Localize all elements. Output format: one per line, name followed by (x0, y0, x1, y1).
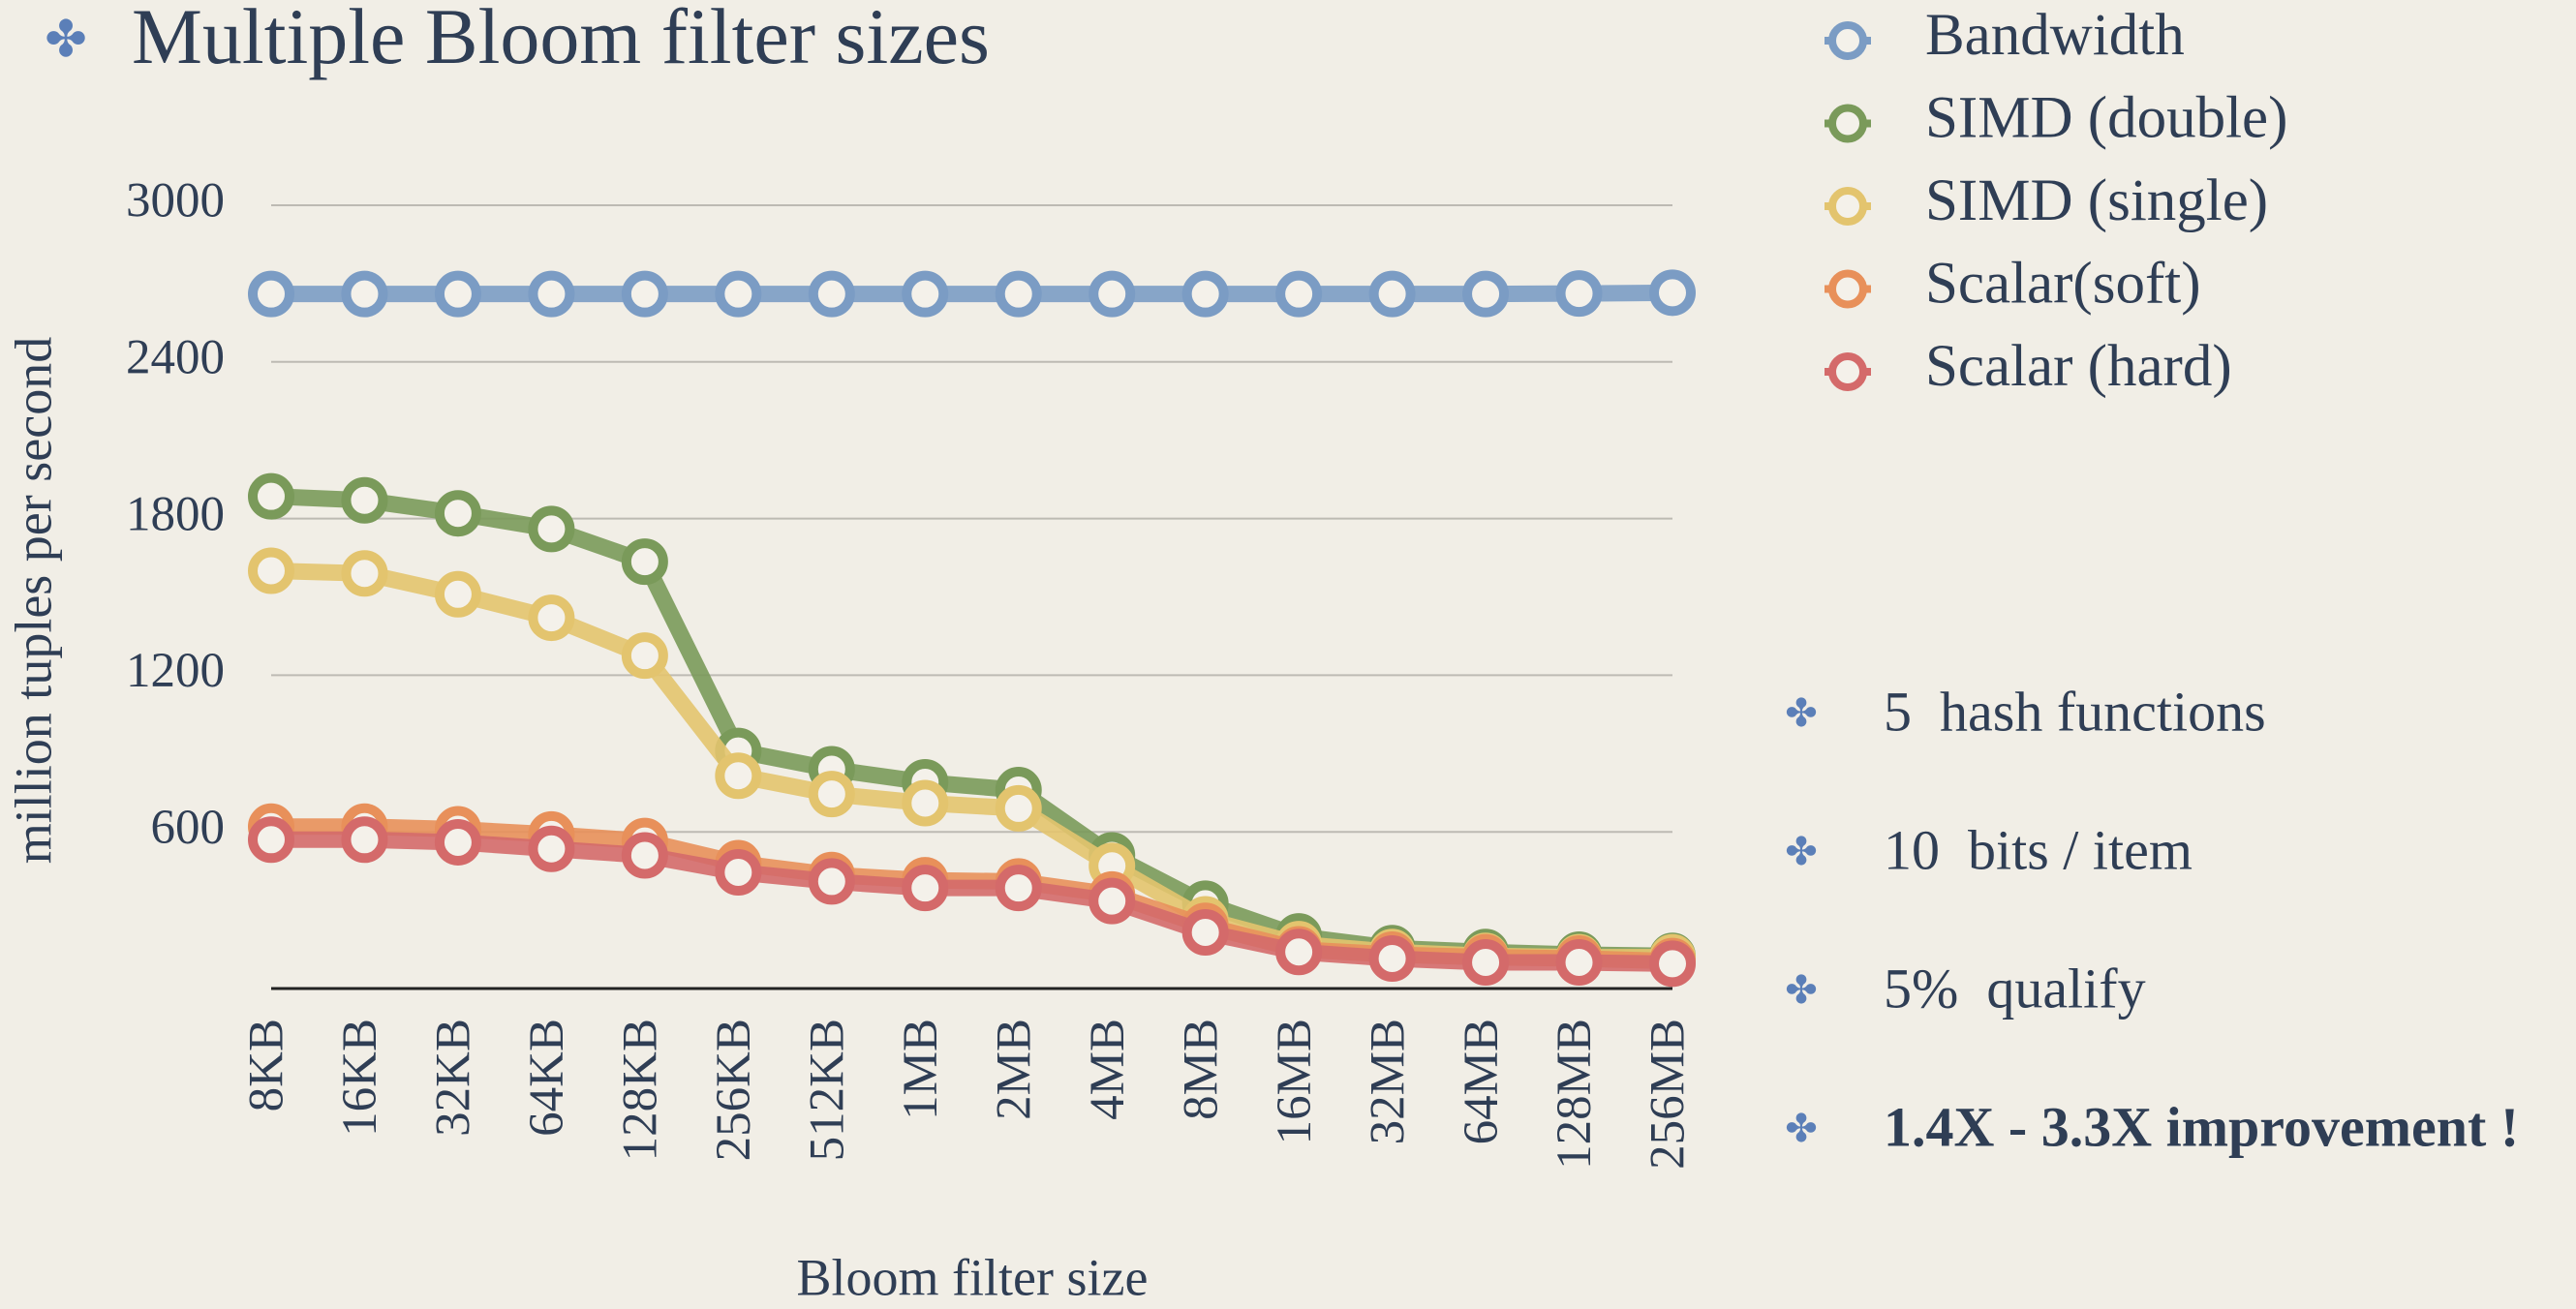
data-point (434, 818, 481, 866)
data-point (621, 632, 668, 680)
data-point (1275, 928, 1323, 976)
data-point (528, 594, 575, 642)
data-point (621, 270, 668, 318)
x-tick-label: 16MB (1268, 1019, 1322, 1144)
data-point (341, 270, 388, 318)
legend-marker (1828, 269, 1867, 309)
y-axis-label: million tuples per second (4, 337, 62, 864)
note-text: 1.4X - 3.3X improvement ! (1884, 1095, 2519, 1158)
data-point (528, 825, 575, 872)
data-point (808, 858, 855, 905)
data-point (715, 270, 762, 318)
data-point (248, 547, 294, 594)
data-point (248, 472, 294, 520)
legend-marker (1828, 104, 1867, 143)
legend-label: Bandwidth (1925, 3, 2185, 68)
note-text: 10 bits / item (1884, 818, 2193, 881)
x-tick-label: 128MB (1548, 1019, 1602, 1170)
data-point (341, 550, 388, 597)
data-point (1555, 939, 1603, 987)
x-axis-label: Bloom filter size (797, 1248, 1149, 1306)
note-text: 5 hash functions (1884, 680, 2266, 743)
data-point (1181, 270, 1229, 318)
x-tick-label: 256KB (707, 1019, 761, 1161)
x-tick-label: 4MB (1081, 1019, 1135, 1120)
data-point (902, 779, 949, 827)
y-tick-label: 3000 (126, 174, 225, 228)
x-tick-label: 512KB (801, 1019, 855, 1161)
legend-marker (1828, 352, 1867, 391)
y-tick-label: 1200 (126, 644, 225, 698)
data-point (1368, 934, 1416, 982)
data-point (1181, 909, 1229, 957)
note-bullet: ✤ (1785, 830, 1818, 873)
note-text: 5% qualify (1884, 957, 2146, 1020)
note-bullet: ✤ (1785, 1107, 1818, 1150)
data-point (248, 816, 294, 864)
data-point (341, 476, 388, 524)
chart-title: Multiple Bloom filter sizes (132, 0, 990, 80)
data-point (248, 270, 294, 318)
data-point (341, 816, 388, 864)
series-line (271, 284, 1673, 303)
data-point (1275, 270, 1323, 318)
data-point (1555, 270, 1603, 318)
x-tick-label: 32KB (427, 1019, 481, 1137)
data-point (1089, 270, 1136, 318)
note-bullet: ✤ (1785, 968, 1818, 1012)
x-tick-label: 64KB (520, 1019, 574, 1137)
x-tick-label: 32MB (1361, 1019, 1415, 1144)
series-line (270, 563, 1672, 966)
title-bullet: ✤ (45, 13, 87, 68)
note-bullet: ✤ (1785, 691, 1818, 735)
y-tick-label: 600 (151, 801, 226, 855)
data-point (434, 270, 481, 318)
data-point (1649, 269, 1696, 317)
data-point (995, 784, 1042, 832)
x-tick-label: 16KB (333, 1019, 387, 1137)
data-point (1649, 940, 1696, 988)
data-point (1089, 877, 1136, 925)
x-tick-label: 8MB (1174, 1019, 1228, 1120)
x-tick-label: 8KB (240, 1019, 294, 1111)
data-point (808, 270, 855, 318)
data-point (902, 270, 949, 318)
x-tick-label: 2MB (987, 1019, 1041, 1120)
data-point (621, 538, 668, 586)
data-point (528, 270, 575, 318)
data-point (1368, 270, 1416, 318)
x-tick-label: 64MB (1455, 1019, 1509, 1144)
data-point (621, 832, 668, 879)
data-point (715, 752, 762, 800)
legend-label: Scalar (hard) (1925, 334, 2232, 399)
x-tick-label: 128KB (614, 1019, 668, 1161)
data-point (1462, 270, 1510, 318)
legend-label: SIMD (double) (1925, 86, 2287, 151)
legend-label: SIMD (single) (1925, 168, 2268, 233)
data-point (808, 771, 855, 818)
data-point (995, 865, 1042, 912)
data-point (995, 270, 1042, 318)
y-tick-label: 2400 (126, 331, 225, 385)
x-tick-label: 256MB (1641, 1019, 1696, 1170)
legend-marker (1828, 21, 1867, 60)
series-line (271, 831, 1673, 972)
legend-marker (1828, 187, 1867, 226)
x-tick-label: 1MB (894, 1019, 948, 1120)
data-point (1462, 939, 1510, 987)
data-point (902, 865, 949, 912)
data-point (434, 490, 481, 537)
y-tick-label: 1800 (126, 487, 225, 541)
data-point (528, 505, 575, 553)
data-point (434, 570, 481, 618)
legend-label: Scalar(soft) (1925, 252, 2201, 317)
data-point (715, 848, 762, 896)
